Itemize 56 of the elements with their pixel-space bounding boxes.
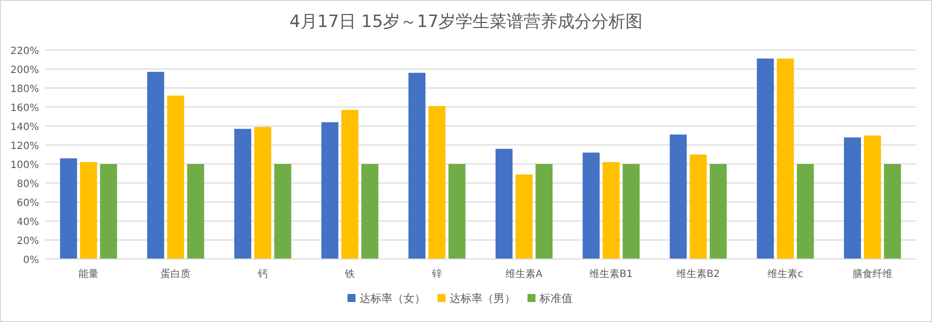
x-tick-label: 维生素B1 — [590, 268, 633, 280]
bar — [710, 164, 727, 259]
bar — [428, 106, 446, 259]
y-tick-label: 200% — [10, 65, 39, 76]
legend-label: 达标率（女） — [360, 292, 426, 305]
legend-label: 达标率（男） — [450, 292, 516, 305]
bar — [496, 148, 513, 259]
x-tick-label: 铁 — [344, 268, 355, 280]
x-tick-label: 维生素c — [768, 268, 804, 280]
y-tick-label: 180% — [10, 84, 39, 95]
y-tick-label: 0% — [23, 255, 39, 266]
bar — [341, 110, 358, 259]
bar — [408, 72, 426, 259]
legend-label: 标准值 — [538, 292, 572, 305]
x-tick-label: 蛋白质 — [160, 268, 191, 280]
x-tick-label: 锌 — [430, 268, 442, 280]
bar — [622, 164, 640, 259]
x-tick-label: 膳食纤维 — [852, 268, 892, 280]
bar — [361, 164, 378, 259]
bar — [448, 164, 466, 259]
x-tick-label: 维生素A — [506, 268, 543, 280]
bar — [516, 174, 533, 259]
x-tick-label: 维生素B2 — [676, 268, 720, 280]
bar — [60, 158, 78, 259]
y-tick-label: 60% — [16, 198, 39, 209]
bar — [864, 136, 881, 259]
bar — [254, 126, 272, 259]
bar — [776, 58, 794, 259]
bar — [536, 164, 553, 259]
bar — [602, 162, 620, 259]
x-tick-label: 能量 — [78, 268, 99, 280]
bar — [234, 128, 252, 259]
y-tick-label: 40% — [16, 217, 39, 228]
bar — [80, 162, 98, 259]
bar — [582, 152, 600, 259]
bar — [884, 164, 901, 259]
bar — [100, 164, 118, 259]
y-tick-label: 80% — [16, 179, 39, 190]
bar — [274, 164, 292, 259]
y-tick-label: 160% — [10, 103, 39, 114]
bar — [147, 72, 164, 259]
bar — [167, 96, 184, 259]
y-tick-label: 120% — [10, 141, 39, 152]
bar — [321, 122, 338, 259]
y-tick-label: 100% — [10, 160, 39, 171]
y-tick-label: 140% — [10, 122, 39, 133]
bar — [670, 134, 687, 259]
chart-title: 4月17日 15岁～17岁学生菜谱营养成分分析图 — [289, 12, 643, 32]
bar — [844, 137, 861, 259]
bar — [756, 58, 774, 259]
bar — [796, 164, 814, 259]
y-tick-label: 220% — [10, 46, 39, 57]
y-tick-label: 20% — [16, 236, 39, 247]
x-tick-label: 钙 — [256, 269, 268, 280]
bar — [690, 154, 707, 259]
bar — [187, 164, 204, 259]
